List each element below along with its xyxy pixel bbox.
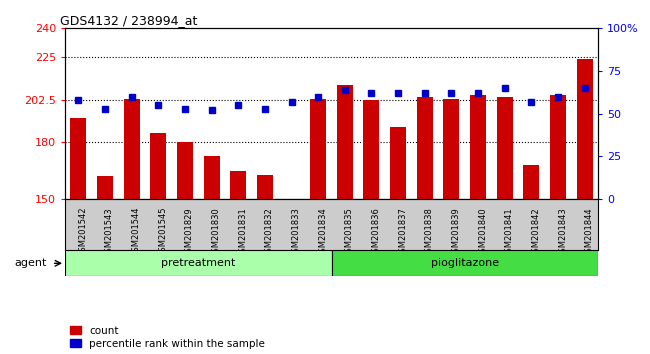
Text: GSM201829: GSM201829 [185, 207, 194, 257]
Bar [203, 155, 220, 199]
Text: GSM201831: GSM201831 [239, 207, 247, 258]
Bar [97, 176, 113, 199]
Bar [443, 98, 460, 199]
Bar [177, 142, 193, 199]
Bar [363, 101, 380, 199]
Bar [150, 133, 166, 199]
Bar [257, 175, 273, 199]
Text: GSM201842: GSM201842 [532, 207, 540, 257]
Text: GDS4132 / 238994_at: GDS4132 / 238994_at [60, 14, 197, 27]
Text: GSM201545: GSM201545 [159, 207, 167, 257]
Text: GSM201843: GSM201843 [558, 207, 567, 258]
Text: GSM201836: GSM201836 [372, 207, 380, 258]
Bar [390, 127, 406, 199]
Text: GSM201844: GSM201844 [585, 207, 593, 257]
Bar [70, 118, 86, 199]
Text: GSM201833: GSM201833 [292, 207, 300, 258]
Bar [523, 165, 540, 199]
Bar [65, 251, 332, 276]
Bar [124, 98, 140, 199]
Legend: count, percentile rank within the sample: count, percentile rank within the sample [70, 326, 265, 349]
Bar [332, 251, 598, 276]
Text: GSM201543: GSM201543 [105, 207, 114, 257]
Text: pioglitazone: pioglitazone [431, 258, 499, 268]
Text: pretreatment: pretreatment [161, 258, 235, 268]
Text: GSM201832: GSM201832 [265, 207, 274, 258]
Bar [337, 85, 353, 199]
Text: GSM201544: GSM201544 [131, 207, 140, 257]
Text: agent: agent [14, 258, 46, 268]
Bar [417, 97, 433, 199]
Text: GSM201835: GSM201835 [344, 207, 354, 258]
Text: GSM201837: GSM201837 [398, 207, 407, 258]
Text: GSM201839: GSM201839 [451, 207, 460, 258]
Text: GSM201830: GSM201830 [211, 207, 220, 258]
Text: GSM201834: GSM201834 [318, 207, 327, 258]
Bar [550, 95, 566, 199]
Text: GSM201838: GSM201838 [425, 207, 434, 258]
Bar [577, 59, 593, 199]
Bar [470, 95, 486, 199]
Bar [230, 171, 246, 199]
Bar [310, 98, 326, 199]
Text: GSM201542: GSM201542 [79, 207, 87, 257]
Text: GSM201840: GSM201840 [478, 207, 487, 257]
Bar [283, 199, 300, 209]
Bar [497, 97, 513, 199]
Text: GSM201841: GSM201841 [505, 207, 514, 257]
